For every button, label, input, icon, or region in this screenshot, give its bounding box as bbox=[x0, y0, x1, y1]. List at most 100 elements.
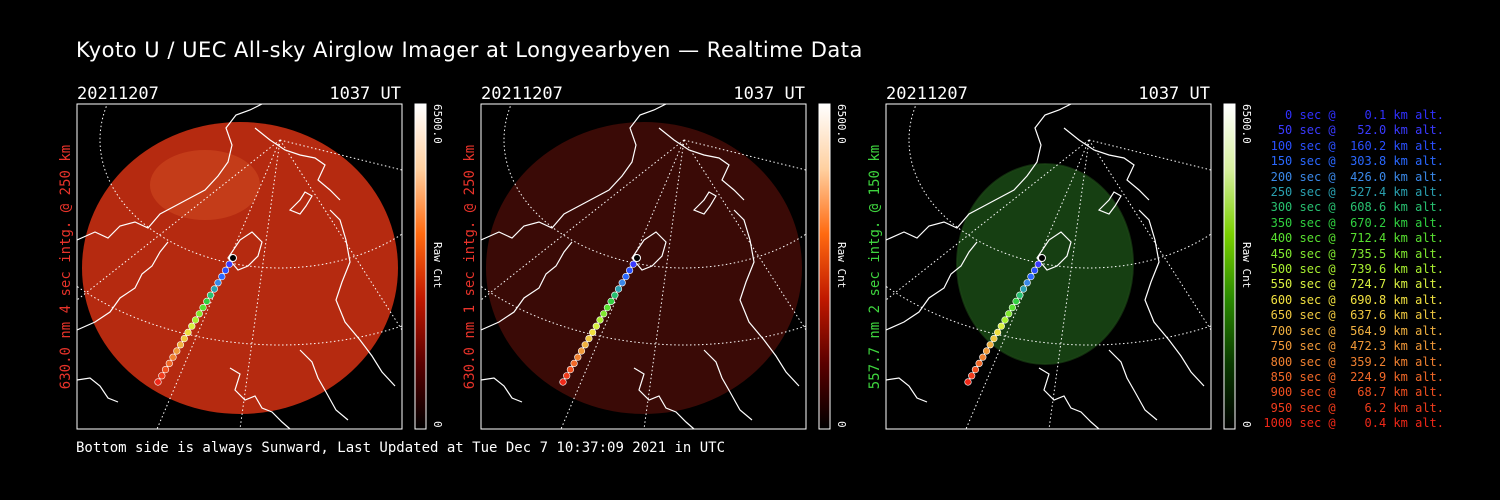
trajectory-point bbox=[625, 266, 634, 275]
trajectory-point bbox=[629, 260, 637, 268]
legend-entry: 200 sec @ 426.0 km alt. bbox=[1263, 169, 1444, 184]
legend-entry: 750 sec @ 472.3 km alt. bbox=[1263, 339, 1444, 354]
panel-557nm-2sec: 20211207 1037 UT 557.7 nm 2 sec intg. @ … bbox=[867, 84, 1253, 430]
trajectory-point bbox=[218, 273, 226, 281]
colorbar-min: 0 bbox=[835, 421, 848, 428]
legend-entry: 0 sec @ 0.1 km alt. bbox=[1263, 108, 1444, 122]
trajectory-point bbox=[184, 328, 192, 337]
panel-date: 20211207 bbox=[886, 84, 968, 104]
trajectory bbox=[559, 254, 641, 386]
trajectory-point bbox=[176, 341, 185, 349]
legend-entry: 700 sec @ 564.9 km alt. bbox=[1263, 323, 1444, 338]
colorbar-min: 0 bbox=[431, 421, 444, 428]
legend-entry: 400 sec @ 712.4 km alt. bbox=[1263, 231, 1444, 246]
footer-note: Bottom side is always Sunward, Last Upda… bbox=[76, 440, 726, 456]
trajectory-point bbox=[154, 378, 162, 386]
colorbar-label: Raw Cnt bbox=[835, 242, 848, 288]
page-title: Kyoto U / UEC All-sky Airglow Imager at … bbox=[76, 38, 863, 62]
trajectory-point bbox=[173, 347, 181, 355]
colorbar bbox=[1223, 103, 1236, 430]
airglow-image-outer bbox=[956, 163, 1134, 365]
panel-date: 20211207 bbox=[481, 84, 563, 104]
colorbar-max: 6500.0 bbox=[431, 104, 444, 144]
colorbar-max: 6500.0 bbox=[835, 104, 848, 144]
trajectory bbox=[154, 254, 237, 386]
trajectory-point bbox=[581, 341, 589, 349]
panel-ylabel: 630.0 nm 1 sec intg. @ 250 km bbox=[462, 145, 478, 389]
legend-entry: 550 sec @ 724.7 km alt. bbox=[1263, 277, 1444, 292]
legend-entry: 250 sec @ 527.4 km alt. bbox=[1263, 185, 1444, 200]
panel-date: 20211207 bbox=[77, 84, 159, 104]
trajectory-point bbox=[214, 279, 222, 287]
legend-entry: 650 sec @ 637.6 km alt. bbox=[1263, 308, 1444, 323]
trajectory-point bbox=[1012, 297, 1020, 306]
legend-entry: 150 sec @ 303.8 km alt. bbox=[1263, 154, 1444, 169]
trajectory-point bbox=[161, 366, 170, 374]
legend-entry: 850 sec @ 224.9 km alt. bbox=[1263, 369, 1444, 384]
trajectory-point bbox=[611, 291, 619, 299]
trajectory-point bbox=[165, 359, 173, 368]
trajectory-point bbox=[596, 316, 604, 324]
colorbar-label: Raw Cnt bbox=[1240, 242, 1253, 288]
panel-ylabel: 630.0 nm 4 sec intg. @ 250 km bbox=[58, 145, 74, 389]
launch-site-marker bbox=[1038, 254, 1046, 262]
trajectory-point bbox=[577, 347, 586, 355]
legend-entry: 50 sec @ 52.0 km alt. bbox=[1263, 123, 1444, 138]
trajectory-point bbox=[210, 285, 218, 293]
trajectory-point bbox=[574, 353, 582, 361]
trajectory-point bbox=[203, 297, 211, 306]
trajectory-point bbox=[1023, 279, 1031, 287]
coastline bbox=[886, 104, 1205, 429]
coastline bbox=[481, 104, 800, 429]
colorbar-max: 6500.0 bbox=[1240, 104, 1253, 144]
trajectory-point bbox=[968, 372, 976, 380]
legend-entry: 100 sec @ 160.2 km alt. bbox=[1263, 138, 1444, 153]
legend-entry: 1000 sec @ 0.4 km alt. bbox=[1263, 416, 1444, 431]
legend-entry: 350 sec @ 670.2 km alt. bbox=[1263, 215, 1444, 230]
trajectory-point bbox=[158, 372, 166, 380]
trajectory-point bbox=[585, 335, 593, 343]
trajectory-point bbox=[607, 297, 615, 306]
trajectory-point bbox=[964, 378, 972, 386]
trajectory-point bbox=[221, 266, 230, 275]
colorbar-min: 0 bbox=[1240, 421, 1253, 428]
panel-time: 1037 UT bbox=[733, 84, 805, 104]
trajectory-point bbox=[206, 291, 215, 299]
launch-site-marker bbox=[633, 254, 641, 262]
trajectory-point bbox=[563, 372, 571, 380]
launch-site-marker bbox=[229, 254, 237, 262]
trajectory-point bbox=[982, 347, 991, 355]
legend-entry: 300 sec @ 608.6 km alt. bbox=[1263, 200, 1444, 215]
coastline bbox=[77, 104, 396, 429]
legend-entry: 900 sec @ 68.7 km alt. bbox=[1263, 385, 1444, 400]
trajectory-point bbox=[997, 322, 1005, 330]
trajectory-point bbox=[979, 353, 987, 361]
trajectory-point bbox=[191, 316, 200, 324]
trajectory-point bbox=[180, 335, 188, 343]
trajectory-point bbox=[986, 341, 994, 349]
trajectory-point bbox=[1019, 285, 1028, 293]
panel-630nm-1sec: 20211207 1037 UT 630.0 nm 1 sec intg. @ … bbox=[462, 84, 848, 430]
trajectory-point bbox=[195, 310, 203, 318]
legend-entry: 450 sec @ 735.5 km alt. bbox=[1263, 246, 1444, 261]
trajectory-point bbox=[559, 378, 567, 386]
colorbar bbox=[818, 103, 831, 430]
panel-frame bbox=[76, 103, 403, 430]
colorbar-label: Raw Cnt bbox=[431, 242, 444, 288]
trajectory-point bbox=[169, 353, 177, 361]
trajectory-point bbox=[570, 359, 578, 368]
trajectory-point bbox=[993, 328, 1002, 337]
panel-time: 1037 UT bbox=[1138, 84, 1210, 104]
trajectory-point bbox=[188, 322, 196, 330]
trajectory-point bbox=[225, 260, 233, 268]
legend-entry: 800 sec @ 359.2 km alt. bbox=[1263, 354, 1444, 369]
trajectory-point bbox=[592, 322, 600, 330]
legend-entry: 600 sec @ 690.8 km alt. bbox=[1263, 292, 1444, 307]
trajectory-point bbox=[600, 310, 608, 318]
trajectory-point bbox=[975, 359, 983, 368]
trajectory-point bbox=[199, 304, 207, 312]
trajectory-point bbox=[614, 285, 623, 293]
trajectory-point bbox=[1016, 291, 1024, 299]
trajectory-point bbox=[622, 273, 630, 281]
panel-ylabel: 557.7 nm 2 sec intg. @ 150 km bbox=[867, 145, 883, 389]
